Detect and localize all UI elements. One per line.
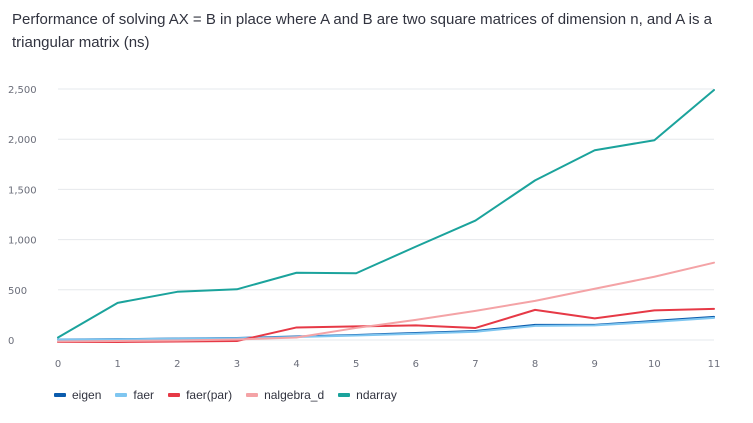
legend-item[interactable]: nalgebra_d: [246, 388, 324, 402]
legend-swatch: [338, 393, 351, 397]
x-tick-label: 2: [174, 359, 180, 370]
x-axis: 0 1 2 3 4 5 6 7 8 9 10 11: [55, 359, 721, 370]
series-line-ndarray: [57, 89, 715, 339]
legend-label: faer: [133, 388, 155, 402]
y-tick-label: 2,000: [8, 135, 37, 146]
y-tick-label: 0: [8, 336, 14, 347]
legend-label: eigen: [72, 388, 102, 402]
x-tick-label: 7: [472, 359, 478, 370]
x-tick-label: 0: [55, 359, 61, 370]
y-tick-label: 2,500: [8, 85, 37, 96]
legend-label: ndarray: [356, 388, 397, 402]
x-tick-label: 3: [234, 359, 240, 370]
x-tick-label: 10: [648, 359, 661, 370]
series-layer: [57, 89, 715, 343]
series-line-faer-par-: [57, 307, 715, 343]
legend-label: nalgebra_d: [264, 388, 325, 402]
grid-layer: [58, 88, 714, 341]
x-tick-label: 6: [413, 359, 419, 370]
x-tick-label: 1: [114, 359, 120, 370]
legend-label: faer(par): [186, 388, 233, 402]
y-tick-label: 1,000: [8, 236, 37, 247]
line-chart: 0 500 1,000 1,500 2,000 2,500 0 1 2 3 4 5 6 7 8 9 10 11: [8, 85, 721, 370]
legend-item[interactable]: eigen: [54, 388, 101, 402]
chart-title: Performance of solving AX = B in place w…: [12, 11, 712, 51]
x-tick-label: 5: [353, 359, 359, 370]
legend-item[interactable]: ndarray: [338, 388, 397, 402]
legend: eigen faer faer(par) nalgebra_d ndarray: [54, 388, 397, 402]
legend-item[interactable]: faer(par): [168, 388, 232, 402]
y-axis: 0 500 1,000 1,500 2,000 2,500: [8, 85, 37, 347]
y-tick-label: 1,500: [8, 185, 37, 196]
legend-swatch: [168, 393, 181, 397]
y-tick-label: 500: [8, 286, 27, 297]
x-tick-label: 11: [708, 359, 721, 370]
x-tick-label: 9: [592, 359, 598, 370]
x-tick-label: 8: [532, 359, 538, 370]
series-line-faer: [57, 316, 715, 341]
series-line-nalgebra-d: [57, 261, 715, 343]
legend-swatch: [246, 393, 259, 397]
legend-swatch: [54, 393, 66, 397]
legend-item[interactable]: faer: [115, 388, 154, 402]
x-tick-label: 4: [293, 359, 299, 370]
legend-swatch: [115, 393, 128, 397]
series-line-eigen: [57, 315, 715, 341]
